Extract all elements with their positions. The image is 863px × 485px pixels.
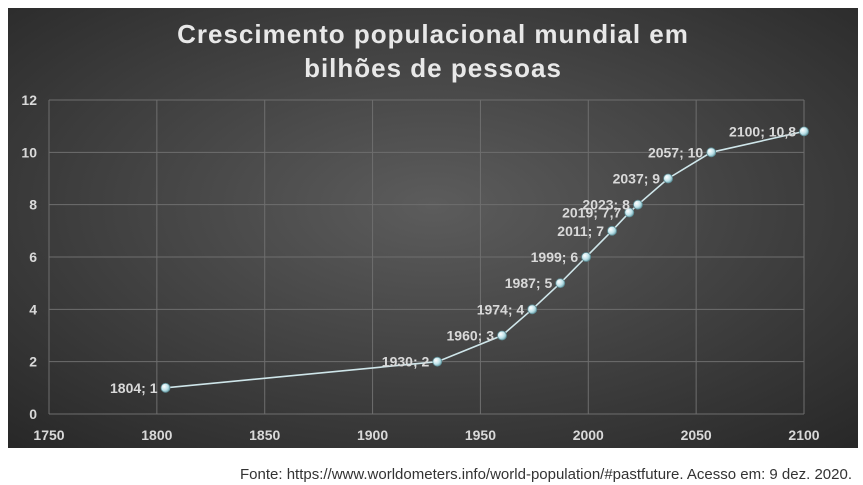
x-tick-label: 2050 <box>681 427 712 443</box>
y-tick-label: 4 <box>29 301 37 317</box>
x-tick-label: 2000 <box>573 427 604 443</box>
data-point <box>706 147 717 158</box>
line-layer <box>165 130 805 389</box>
data-label: 1804; 1 <box>110 380 158 396</box>
source-note: Fonte: https://www.worldometers.info/wor… <box>240 466 852 483</box>
data-label: 2011; 7 <box>557 223 604 239</box>
x-tick-label: 1950 <box>465 427 496 443</box>
point-layer <box>160 126 809 393</box>
data-label: 1930; 2 <box>382 354 430 370</box>
data-label: 2057; 10 <box>648 144 703 160</box>
data-point <box>633 199 643 210</box>
y-tick-label: 6 <box>29 249 37 265</box>
label-layer: 1804; 1 1930; 2 1960; 3 1974; 4 1987; 5 1999;… <box>110 123 796 395</box>
grid-layer <box>48 99 805 415</box>
chart-panel: Crescimento populacional mundial em bilh… <box>8 8 858 483</box>
data-label: 2019; 7,7 <box>562 205 621 221</box>
chart-svg: Crescimento populacional mundial em bilh… <box>8 8 858 448</box>
data-point <box>581 252 592 262</box>
data-label: 1999; 6 <box>531 249 579 265</box>
data-label: 1960; 3 <box>447 328 495 344</box>
data-label: 2023; 8 <box>582 197 630 213</box>
data-label: 1974; 4 <box>477 301 525 317</box>
x-tick-label: 1750 <box>33 427 64 443</box>
data-point <box>555 278 566 289</box>
series-line <box>165 130 805 389</box>
data-label: 2037; 9 <box>613 171 661 187</box>
x-tick-label: 2100 <box>788 427 819 443</box>
data-point <box>160 382 171 393</box>
axis-layer: 0 2 4 6 8 10 12 1750 1800 1850 1900 1950 2000 2050 210… <box>21 92 819 443</box>
data-label: 2100; 10,8 <box>729 123 796 139</box>
chart-title-line-2: bilhões de pessoas <box>304 53 562 83</box>
data-point <box>432 356 443 367</box>
y-tick-label: 12 <box>21 92 37 108</box>
data-point <box>799 126 809 137</box>
data-point <box>527 304 538 315</box>
x-tick-label: 1900 <box>357 427 388 443</box>
data-label: 1987; 5 <box>505 275 553 291</box>
y-tick-label: 10 <box>21 144 37 160</box>
y-tick-label: 2 <box>29 354 37 370</box>
chart-background <box>8 8 858 448</box>
data-point <box>624 207 635 218</box>
chart-title-line-1: Crescimento populacional mundial em <box>177 19 689 49</box>
y-tick-label: 8 <box>29 197 37 213</box>
x-tick-label: 1800 <box>141 427 172 443</box>
y-tick-label: 0 <box>29 406 37 422</box>
data-point <box>497 330 507 341</box>
data-point <box>663 173 673 184</box>
data-point <box>607 225 617 236</box>
x-tick-label: 1850 <box>249 427 280 443</box>
